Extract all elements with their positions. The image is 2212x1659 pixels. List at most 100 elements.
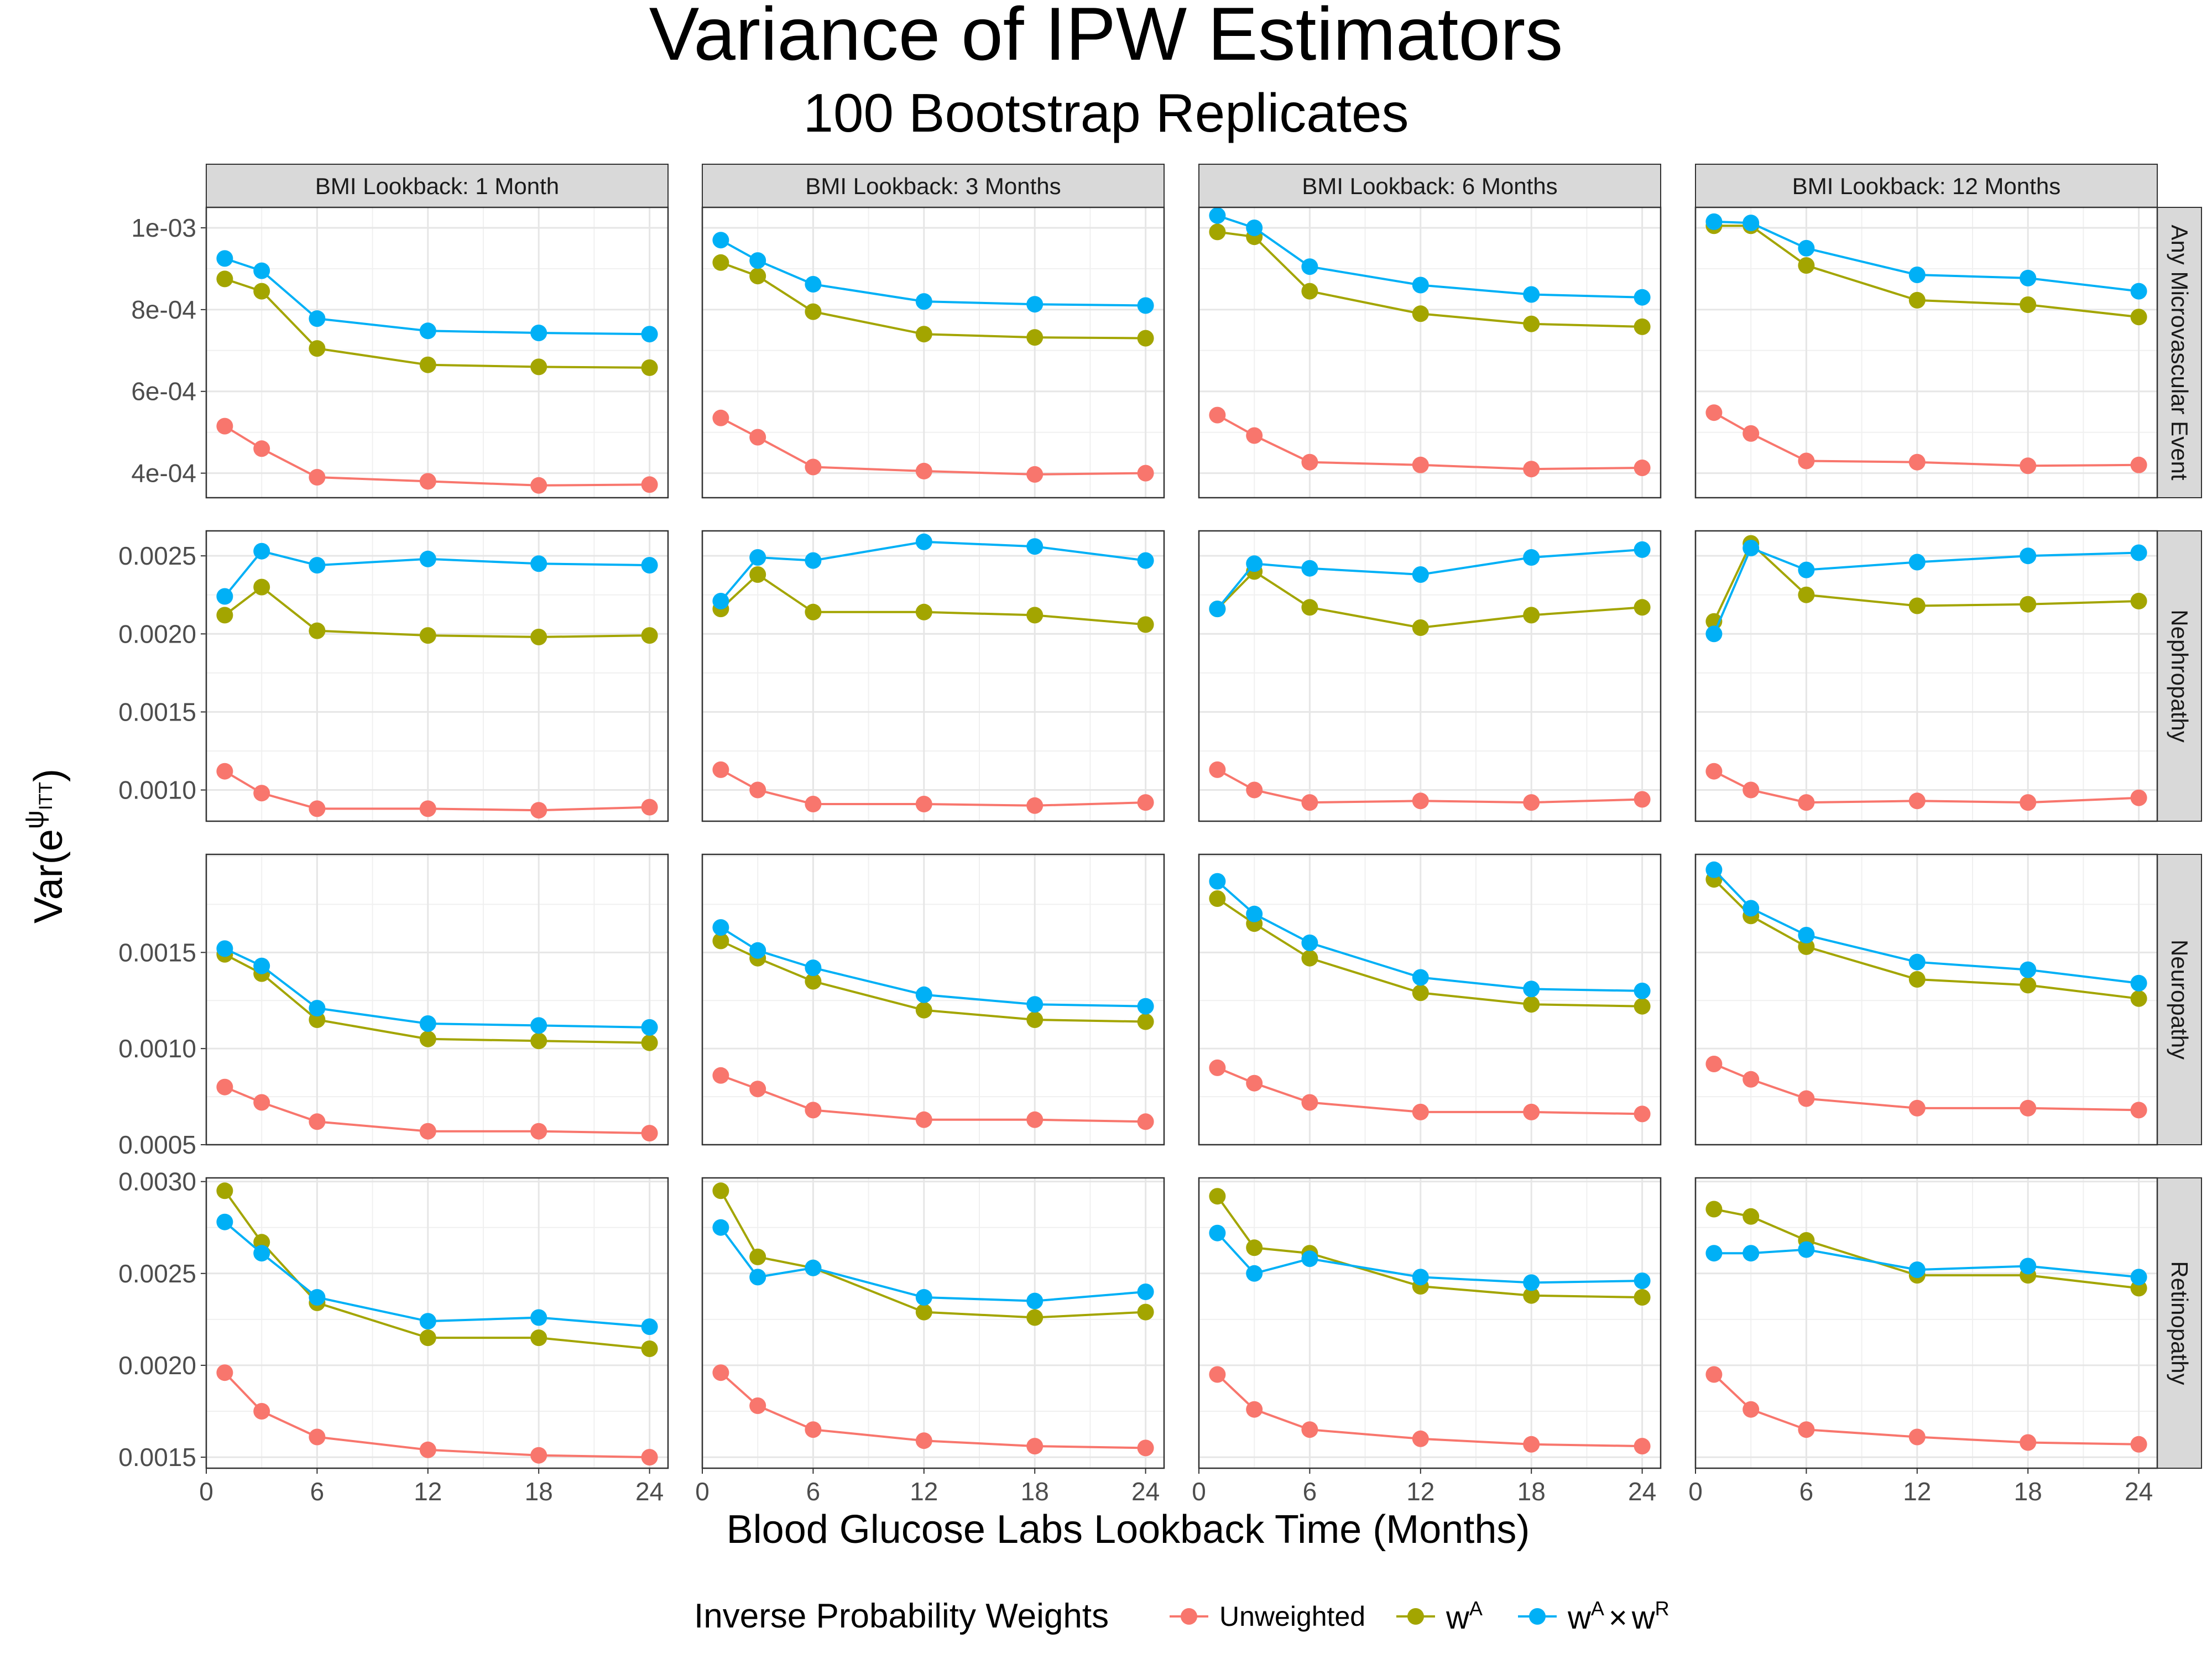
data-point-wAwR: [1908, 267, 1926, 283]
y-tick-label: 8e-04: [131, 295, 196, 324]
legend-key-point: [1181, 1608, 1197, 1625]
data-point-wA: [915, 603, 932, 620]
data-point-wAwR: [1908, 953, 1926, 971]
data-point-wAwR: [1137, 297, 1154, 314]
data-point-wA: [915, 326, 932, 343]
data-point-wA: [1523, 315, 1540, 332]
data-point-wA: [1908, 597, 1926, 614]
data-point-wA: [253, 578, 270, 596]
x-tick-label: 12: [1903, 1477, 1931, 1506]
data-point-wA: [1246, 1239, 1263, 1256]
data-point-unweighted: [2020, 1434, 2037, 1451]
data-point-unweighted: [1412, 456, 1429, 473]
series-line-wA: [720, 573, 1146, 626]
data-point-wA: [1301, 950, 1318, 967]
data-point-wA: [2130, 309, 2147, 326]
facet-panel: [1694, 853, 2158, 1146]
data-point-unweighted: [1301, 1094, 1318, 1111]
panel-border: [1198, 853, 1662, 1146]
data-point-wAwR: [641, 557, 658, 574]
data-point-unweighted: [253, 440, 270, 457]
y-axis-title-base: Var(e: [27, 829, 71, 924]
data-point-wAwR: [641, 1019, 658, 1036]
facet-panel: [205, 206, 669, 499]
data-point-wA: [1026, 1309, 1044, 1326]
data-point-unweighted: [1705, 404, 1723, 421]
data-point-wA: [2020, 596, 2037, 613]
strip-label-row: Nephropathy: [2167, 609, 2193, 743]
data-point-wA: [805, 303, 822, 320]
data-point-wAwR: [1634, 541, 1651, 558]
series-line-wA: [719, 1190, 1146, 1319]
series-line-unweighted: [1217, 1374, 1642, 1448]
data-point-wAwR: [1209, 207, 1226, 224]
data-point-wA: [530, 358, 547, 375]
data-point-wAwR: [2130, 283, 2147, 300]
data-point-wA: [749, 268, 766, 285]
data-point-unweighted: [915, 1432, 932, 1449]
data-point-unweighted: [915, 1111, 932, 1128]
series-line-wAwR: [719, 540, 1146, 602]
data-point-unweighted: [641, 799, 658, 816]
data-point-wAwR: [749, 1269, 766, 1286]
data-point-unweighted: [216, 763, 233, 780]
data-point-unweighted: [641, 476, 658, 493]
data-point-wA: [1209, 1188, 1226, 1205]
data-point-wA: [1523, 607, 1540, 624]
data-point-unweighted: [915, 796, 932, 812]
data-point-unweighted: [1743, 1401, 1760, 1418]
data-point-unweighted: [1705, 1366, 1723, 1383]
data-point-unweighted: [1301, 1421, 1318, 1438]
panel-background: [1199, 854, 1661, 1145]
data-point-wAwR: [309, 1289, 326, 1306]
data-point-unweighted: [216, 1364, 233, 1381]
data-point-wA: [309, 1011, 326, 1028]
data-point-wAwR: [712, 232, 729, 249]
facet-strip-top: BMI Lookback: 6 Months: [1198, 164, 1661, 208]
data-point-unweighted: [1209, 1366, 1226, 1383]
data-point-wA: [419, 356, 436, 373]
y-tick-label: 0.0020: [118, 619, 196, 648]
data-point-wA: [641, 359, 658, 376]
data-point-unweighted: [1634, 791, 1651, 808]
strip-background: [2157, 1177, 2202, 1469]
data-point-wAwR: [1137, 998, 1154, 1015]
x-tick-label: 6: [1799, 1477, 1814, 1506]
data-point-unweighted: [1743, 425, 1760, 442]
data-point-wAwR: [530, 1309, 547, 1326]
data-point-wAwR: [1908, 554, 1926, 571]
data-point-wA: [530, 1329, 547, 1347]
facet-panel: [1198, 853, 1662, 1146]
data-point-unweighted: [419, 800, 436, 817]
data-point-unweighted: [1209, 1059, 1226, 1076]
data-point-wA: [1798, 586, 1815, 603]
data-point-wAwR: [1705, 213, 1723, 230]
data-point-wAwR: [419, 322, 436, 340]
data-point-wA: [805, 603, 822, 620]
data-point-wAwR: [1798, 1241, 1815, 1258]
series-line-unweighted: [223, 1371, 650, 1459]
data-point-wAwR: [2020, 961, 2037, 978]
data-point-wAwR: [2130, 544, 2147, 561]
data-point-wAwR: [1026, 538, 1044, 555]
data-point-wAwR: [1743, 1245, 1760, 1262]
data-point-unweighted: [1743, 781, 1760, 799]
facet-panel: [1694, 1177, 2158, 1469]
data-point-unweighted: [2020, 794, 2037, 811]
x-tick-label: 6: [806, 1477, 821, 1506]
data-point-unweighted: [309, 469, 326, 486]
data-point-wAwR: [1634, 982, 1651, 999]
data-point-wAwR: [2020, 1258, 2037, 1275]
data-point-unweighted: [1246, 781, 1263, 799]
chart-subtitle: 100 Bootstrap Replicates: [804, 82, 1409, 143]
data-point-unweighted: [749, 429, 766, 446]
data-point-wA: [1634, 318, 1651, 335]
data-point-wAwR: [1798, 927, 1815, 943]
x-tick-label: 0: [695, 1477, 709, 1506]
data-point-wAwR: [1743, 540, 1760, 556]
data-point-wAwR: [216, 1213, 233, 1230]
y-tick-label: 0.0015: [118, 938, 196, 967]
data-point-wA: [2020, 977, 2037, 994]
y-axis-title-sup: ψ: [20, 810, 49, 829]
strip-background: [1695, 164, 2158, 208]
